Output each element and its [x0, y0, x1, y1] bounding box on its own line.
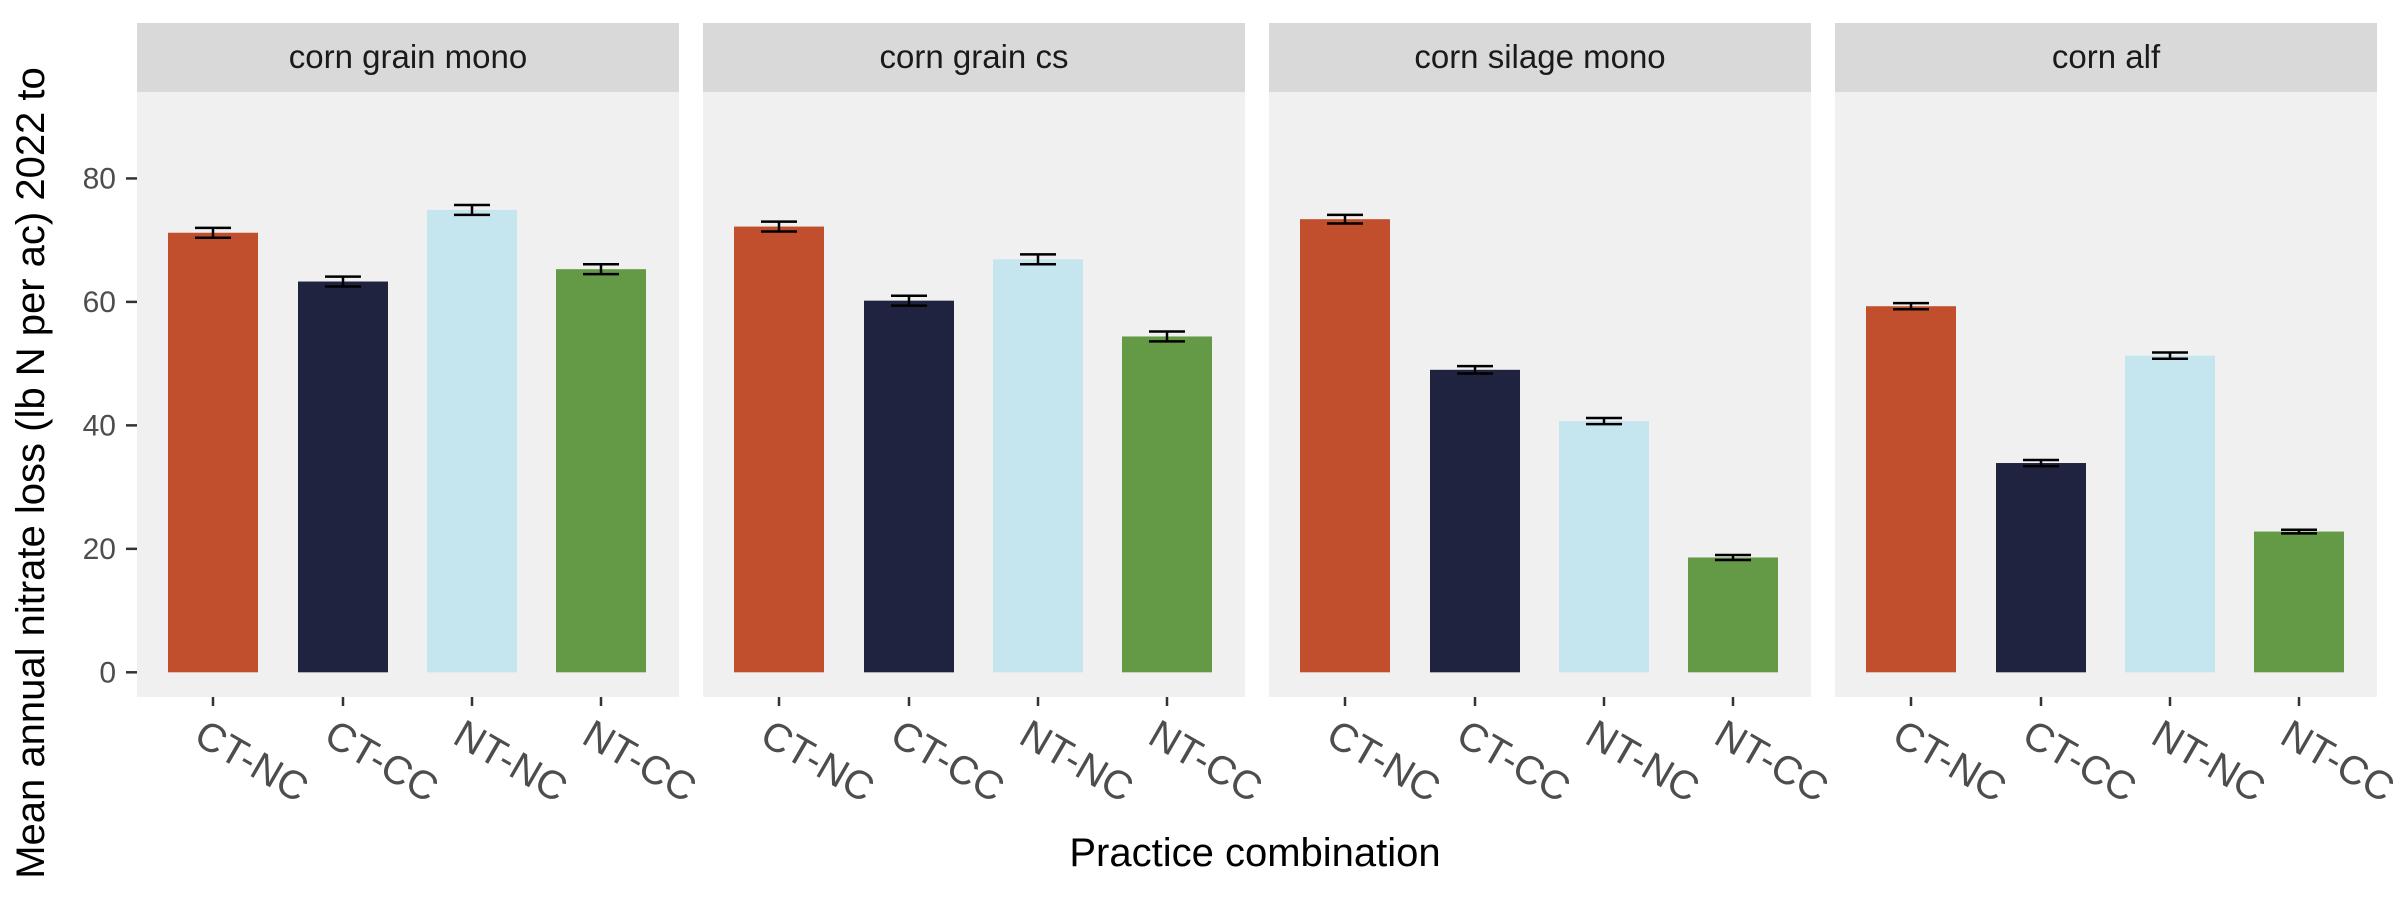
- bar: [298, 281, 388, 673]
- bar: [168, 232, 258, 673]
- error-bar: [1020, 253, 1056, 266]
- error-bar: [761, 220, 797, 233]
- error-bar: [583, 262, 619, 276]
- x-tick-label: CT-CC: [318, 712, 446, 811]
- x-axis-title: Practice combination: [1069, 831, 1440, 875]
- x-tick-label: CT-NC: [1886, 712, 2014, 811]
- bar: [1559, 421, 1649, 673]
- facet-strip: [1269, 23, 1811, 92]
- facet-strip: [703, 23, 1245, 92]
- error-bar: [2023, 458, 2059, 468]
- x-tick-label: NT-NC: [447, 712, 575, 811]
- y-tick-label: 80: [83, 162, 116, 195]
- bar: [1300, 219, 1390, 673]
- facet-panel: corn silage mono CT-NC CT-CC NT-NC NT-CC: [1269, 23, 1835, 811]
- x-tick-label: NT-CC: [1708, 712, 1836, 811]
- facet-panel: corn grain mono CT-NC CT-CC NT-NC NT-CC: [137, 23, 703, 811]
- y-tick-label: 20: [83, 533, 116, 566]
- error-bar: [2152, 351, 2188, 360]
- facet-strip-label: corn grain cs: [880, 38, 1069, 75]
- bar: [427, 209, 517, 673]
- facet-strip: [137, 23, 679, 92]
- bar: [734, 226, 824, 673]
- facet-strip-label: corn silage mono: [1414, 38, 1665, 75]
- bar: [993, 259, 1083, 673]
- x-tick-label: CT-CC: [2016, 712, 2144, 811]
- error-bar: [1149, 330, 1185, 343]
- x-tick-label: CT-NC: [1320, 712, 1448, 811]
- facet-panel: corn grain cs CT-NC CT-CC NT-NC NT-CC: [703, 23, 1269, 811]
- bar: [1996, 463, 2086, 673]
- error-bar: [2281, 528, 2317, 535]
- error-bar: [1327, 213, 1363, 225]
- error-bar: [325, 275, 361, 288]
- bar: [1122, 336, 1212, 673]
- y-tick-label: 60: [83, 286, 116, 319]
- error-bar: [195, 226, 231, 239]
- x-tick-label: CT-CC: [1450, 712, 1578, 811]
- facet-strip-label: corn alf: [2052, 38, 2161, 75]
- bar: [1866, 306, 1956, 673]
- bar: [556, 269, 646, 673]
- x-tick-label: NT-NC: [1013, 712, 1141, 811]
- error-bar: [454, 203, 490, 217]
- bar: [1688, 557, 1778, 673]
- x-tick-label: CT-NC: [188, 712, 316, 811]
- x-tick-label: NT-CC: [2274, 712, 2400, 811]
- y-tick-label: 40: [83, 409, 116, 442]
- bar: [1430, 369, 1520, 673]
- y-tick-label: 0: [99, 656, 116, 689]
- error-bar: [1893, 301, 1929, 311]
- x-tick-label: NT-NC: [2145, 712, 2273, 811]
- x-tick-label: NT-CC: [1142, 712, 1270, 811]
- bar: [2125, 355, 2215, 673]
- error-bar: [1715, 553, 1751, 562]
- bar: [2254, 531, 2344, 673]
- bar: [864, 300, 954, 673]
- y-axis-title: Mean annual nitrate loss (lb N per ac) 2…: [9, 67, 53, 879]
- y-axis: 0 20 40 60 80: [83, 162, 137, 689]
- facet-strip-label: corn grain mono: [289, 38, 527, 75]
- x-tick-label: CT-CC: [884, 712, 1012, 811]
- x-tick-label: NT-NC: [1579, 712, 1707, 811]
- error-bar: [891, 294, 927, 307]
- x-tick-label: NT-CC: [576, 712, 704, 811]
- facet-strip: [1835, 23, 2377, 92]
- x-tick-label: CT-NC: [754, 712, 882, 811]
- error-bar: [1457, 364, 1493, 375]
- facet-panel: corn alf CT-NC CT-CC NT-NC NT-CC: [1835, 23, 2400, 811]
- error-bar: [1586, 416, 1622, 426]
